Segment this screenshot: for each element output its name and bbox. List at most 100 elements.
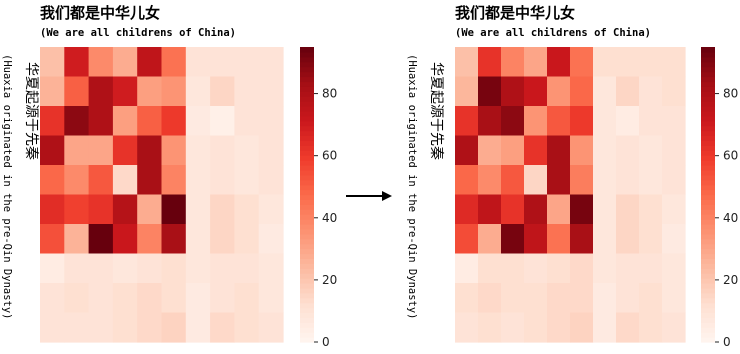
colorbar-segment <box>300 268 314 274</box>
heatmap-cell <box>616 135 640 166</box>
heatmap-cell <box>478 194 502 225</box>
heatmap-cell <box>616 312 640 343</box>
heatmap-cell <box>570 194 594 225</box>
heatmap-cell <box>185 194 211 225</box>
heatmap-cell <box>570 135 594 166</box>
heatmap-cell <box>593 312 617 343</box>
heatmap-cell <box>570 165 594 196</box>
colorbar-tick-label: 20 <box>723 273 738 287</box>
colorbar-segment <box>701 86 715 92</box>
colorbar-segment <box>300 125 314 132</box>
heatmap-cell <box>524 194 548 225</box>
heatmap-cell <box>570 283 594 314</box>
colorbar-segment <box>300 199 314 205</box>
heatmap-cell <box>258 47 284 78</box>
colorbar-segment <box>300 184 314 191</box>
colorbar-segment <box>701 150 715 156</box>
heatmap-cell <box>478 253 502 284</box>
heatmap-cell <box>137 194 163 225</box>
heatmap-cell <box>112 283 138 314</box>
colorbar-segment <box>701 263 715 269</box>
y-axis-sublabel: (Huaxia originated in the pre-Qin Dynast… <box>1 54 13 320</box>
colorbar-segment <box>701 160 715 166</box>
chart-subtitle: (We are all childrens of China) <box>455 27 651 39</box>
colorbar-segment <box>701 224 715 230</box>
heatmap-cell <box>40 312 65 343</box>
heatmap-cell <box>258 224 284 255</box>
colorbar-segment <box>300 317 314 323</box>
heatmap-cell <box>501 76 525 107</box>
heatmap-cell <box>593 106 617 137</box>
colorbar-segment <box>300 297 314 304</box>
colorbar-segment <box>300 169 314 176</box>
colorbar-segment <box>300 322 314 328</box>
colorbar-segment <box>701 81 715 87</box>
colorbar-segment <box>300 327 314 333</box>
heatmap-cell <box>258 312 284 343</box>
heatmap-cell <box>88 253 114 284</box>
heatmap-cell <box>185 224 211 255</box>
colorbar-segment <box>300 106 314 112</box>
heatmap-cell <box>234 312 260 343</box>
heatmap-cell <box>40 47 65 78</box>
heatmap-cell <box>137 106 163 137</box>
colorbar-segment <box>300 130 314 137</box>
colorbar-segment <box>300 233 314 240</box>
heatmap-cell <box>258 194 284 225</box>
heatmap-cell <box>616 253 640 284</box>
heatmap-cell <box>570 106 594 137</box>
colorbar-segment <box>701 140 715 146</box>
heatmap-cell <box>137 135 163 166</box>
heatmap-cell <box>137 283 163 314</box>
colorbar-segment <box>701 214 715 220</box>
colorbar-segment <box>701 332 715 338</box>
heatmap-cell <box>185 165 211 196</box>
heatmap-cell <box>112 224 138 255</box>
y-axis-sublabel-group: (Huaxia originated in the pre-Qin Dynast… <box>1 54 13 320</box>
colorbar-segment <box>701 233 715 240</box>
colorbar-segment <box>300 332 314 338</box>
colorbar-tick-label: 0 <box>723 335 731 349</box>
heatmap-cell <box>662 165 686 196</box>
heatmap-cell <box>593 224 617 255</box>
heatmap-cell <box>234 47 260 78</box>
heatmap-cell <box>524 283 548 314</box>
colorbar-segment <box>300 110 314 117</box>
heatmap-cell <box>88 224 114 255</box>
colorbar-segment <box>701 273 715 279</box>
heatmap-cell <box>40 106 65 137</box>
colorbar-segment <box>701 47 715 53</box>
colorbar-segment <box>300 258 314 264</box>
heatmap-cell <box>161 165 187 196</box>
heatmap-cell <box>40 76 65 107</box>
colorbar-segment <box>701 283 715 289</box>
colorbar-segment <box>701 71 715 78</box>
heatmap-cell <box>501 165 525 196</box>
heatmap-cell <box>478 135 502 166</box>
colorbar-segment <box>701 96 715 102</box>
heatmap-cell <box>258 76 284 107</box>
colorbar-segment <box>300 307 314 314</box>
heatmap-cell <box>547 194 571 225</box>
colorbar-segment <box>300 155 314 161</box>
heatmap-cell <box>161 224 187 255</box>
heatmap-cell <box>593 135 617 166</box>
heatmap-cell <box>639 47 663 78</box>
heatmap-cell <box>478 165 502 196</box>
heatmap-panel-left: 我们都是中华儿女 (We are all childrens of China)… <box>1 4 337 349</box>
heatmap-cell <box>64 47 90 78</box>
heatmap-cell <box>112 194 138 225</box>
colorbar-segment <box>701 292 715 299</box>
heatmap-cell <box>616 76 640 107</box>
heatmap-cell <box>210 194 235 225</box>
heatmap-cell <box>185 283 211 314</box>
colorbar-segment <box>701 243 715 250</box>
heatmap-cell <box>234 135 260 166</box>
colorbar-segment <box>701 91 715 97</box>
heatmap-cell <box>547 47 571 78</box>
colorbar-segment <box>300 263 314 269</box>
colorbar-segment <box>300 115 314 122</box>
colorbar-segment <box>300 174 314 181</box>
colorbar-segment <box>300 189 314 196</box>
